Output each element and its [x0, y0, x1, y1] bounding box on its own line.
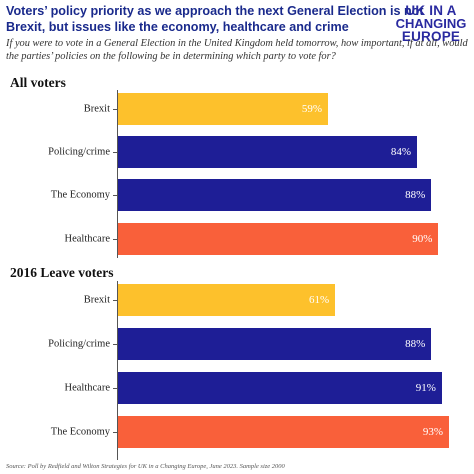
bar — [118, 284, 336, 316]
data-label: 88% — [405, 189, 426, 201]
bar — [118, 372, 442, 404]
category-label: Healthcare — [64, 382, 110, 394]
axis-tick — [113, 195, 117, 196]
data-label: 84% — [390, 146, 412, 158]
data-label: 59% — [301, 103, 323, 115]
bar — [118, 93, 329, 125]
axis-tick — [113, 239, 117, 240]
category-label: The Economy — [50, 426, 110, 438]
data-label: 93% — [422, 426, 444, 438]
category-label: The Economy — [50, 189, 110, 201]
source-note: Source: Poll by Redfield and Wilton Stra… — [6, 463, 285, 470]
chart-title: Voters’ policy priority as we approach t… — [6, 3, 424, 35]
logo-line-2: CHANGING — [395, 16, 467, 31]
bar — [118, 416, 450, 448]
survey-question: If you were to vote in a General Electio… — [6, 38, 468, 63]
data-label: 90% — [412, 233, 433, 245]
survey-question-line-2: the parties’ policies on the following b… — [6, 50, 336, 62]
logo-line-3: EUROPE — [401, 29, 461, 44]
data-label: 61% — [308, 294, 330, 306]
category-axis-line — [117, 90, 118, 258]
section-title: 2016 Leave voters — [10, 265, 114, 280]
axis-tick — [113, 344, 117, 345]
logo-line-1: UK IN A — [405, 3, 457, 18]
bar — [118, 223, 439, 255]
category-label: Brexit — [83, 294, 110, 306]
section-title: All voters — [10, 75, 66, 90]
bar — [118, 136, 418, 168]
category-label: Healthcare — [64, 233, 110, 245]
category-label: Policing/crime — [48, 338, 110, 350]
axis-tick — [113, 109, 117, 110]
bar — [118, 328, 432, 360]
chart-title-line-2: Brexit, but issues like the economy, hea… — [6, 20, 349, 34]
data-label: 91% — [415, 382, 436, 394]
chart-title-line-1: Voters’ policy priority as we approach t… — [6, 4, 424, 18]
category-label: Policing/crime — [48, 146, 110, 158]
category-label: Brexit — [83, 103, 110, 115]
category-axis-line — [117, 281, 118, 460]
uk-in-a-changing-europe-logo: UK IN A CHANGING EUROPE — [392, 3, 470, 44]
survey-question-line-1: If you were to vote in a General Electio… — [6, 38, 468, 49]
axis-tick — [113, 432, 117, 433]
data-label: 88% — [405, 338, 426, 350]
axis-tick — [113, 152, 117, 153]
axis-tick — [113, 300, 117, 301]
bar — [118, 179, 432, 211]
axis-tick — [113, 388, 117, 389]
